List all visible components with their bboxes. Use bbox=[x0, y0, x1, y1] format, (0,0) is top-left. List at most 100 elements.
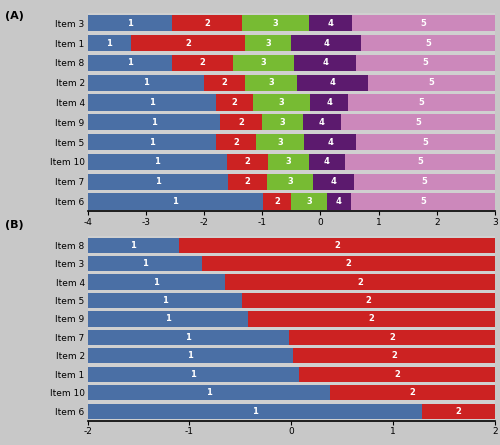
Text: 3: 3 bbox=[260, 58, 266, 67]
Bar bbox=[350, 194, 495, 210]
Bar bbox=[308, 15, 352, 31]
Bar bbox=[354, 174, 495, 190]
Bar bbox=[88, 385, 330, 400]
Text: 1: 1 bbox=[186, 333, 192, 342]
Bar bbox=[291, 35, 361, 51]
Text: 2: 2 bbox=[334, 241, 340, 250]
Text: 1: 1 bbox=[127, 58, 132, 67]
Text: 1: 1 bbox=[252, 407, 258, 416]
Bar bbox=[422, 404, 495, 419]
Text: 2: 2 bbox=[410, 388, 416, 397]
Bar bbox=[268, 154, 308, 170]
Text: 4: 4 bbox=[324, 158, 330, 166]
Bar bbox=[340, 114, 495, 130]
Bar bbox=[88, 134, 216, 150]
Bar bbox=[233, 55, 294, 71]
Text: 1: 1 bbox=[148, 138, 154, 146]
Text: (A): (A) bbox=[5, 11, 24, 21]
Text: 4: 4 bbox=[322, 58, 328, 67]
Text: 4: 4 bbox=[323, 39, 329, 48]
Bar bbox=[244, 75, 297, 91]
Text: 5: 5 bbox=[421, 19, 426, 28]
Bar bbox=[345, 154, 495, 170]
Bar bbox=[88, 404, 421, 419]
Text: 1: 1 bbox=[154, 158, 160, 166]
Bar bbox=[314, 174, 354, 190]
Bar bbox=[88, 15, 172, 31]
Bar bbox=[88, 75, 204, 91]
Bar bbox=[88, 293, 242, 308]
Bar bbox=[88, 330, 289, 345]
Text: 2: 2 bbox=[185, 39, 191, 48]
Bar bbox=[244, 35, 291, 51]
Bar bbox=[308, 154, 345, 170]
Text: 2: 2 bbox=[232, 98, 237, 107]
Bar bbox=[88, 154, 227, 170]
Text: 4: 4 bbox=[319, 118, 325, 127]
Bar bbox=[294, 55, 356, 71]
Bar bbox=[352, 15, 495, 31]
Bar bbox=[294, 348, 495, 364]
Bar bbox=[88, 94, 216, 110]
Text: 2: 2 bbox=[238, 118, 244, 127]
Text: 5: 5 bbox=[425, 39, 431, 48]
Bar bbox=[248, 312, 495, 327]
Text: 1: 1 bbox=[165, 315, 171, 324]
Bar bbox=[88, 55, 172, 71]
Bar bbox=[291, 194, 328, 210]
Text: 4: 4 bbox=[328, 19, 334, 28]
Text: 3: 3 bbox=[268, 78, 274, 87]
Text: 1: 1 bbox=[188, 352, 194, 360]
Text: 3: 3 bbox=[265, 39, 271, 48]
Text: 1: 1 bbox=[155, 177, 161, 186]
Bar bbox=[368, 75, 495, 91]
Text: 5: 5 bbox=[428, 78, 434, 87]
Text: 1: 1 bbox=[106, 39, 112, 48]
Text: 1: 1 bbox=[148, 98, 154, 107]
Bar bbox=[356, 134, 495, 150]
Bar bbox=[262, 114, 303, 130]
Text: 3: 3 bbox=[278, 138, 283, 146]
Text: 2: 2 bbox=[222, 78, 227, 87]
Text: 1: 1 bbox=[190, 370, 196, 379]
Bar bbox=[204, 75, 244, 91]
Text: 2: 2 bbox=[391, 352, 397, 360]
Bar bbox=[242, 15, 308, 31]
Bar bbox=[356, 55, 495, 71]
Text: 1: 1 bbox=[130, 241, 136, 250]
Bar bbox=[88, 275, 225, 290]
Text: 5: 5 bbox=[423, 138, 428, 146]
Text: (B): (B) bbox=[5, 220, 24, 230]
Text: 2: 2 bbox=[233, 138, 239, 146]
Text: 2: 2 bbox=[369, 315, 374, 324]
Bar bbox=[88, 174, 228, 190]
Text: 1: 1 bbox=[206, 388, 212, 397]
Text: 3: 3 bbox=[306, 197, 312, 206]
Text: 2: 2 bbox=[394, 370, 400, 379]
Text: 2: 2 bbox=[244, 158, 250, 166]
Bar bbox=[88, 256, 202, 271]
Text: 3: 3 bbox=[272, 19, 278, 28]
Text: 1: 1 bbox=[127, 19, 132, 28]
Bar bbox=[88, 194, 264, 210]
Text: 1: 1 bbox=[154, 278, 159, 287]
Text: 4: 4 bbox=[328, 138, 333, 146]
Text: 1: 1 bbox=[151, 118, 157, 127]
Bar bbox=[300, 367, 495, 382]
Bar bbox=[202, 256, 495, 271]
Bar bbox=[303, 114, 341, 130]
Bar bbox=[88, 312, 248, 327]
Text: 2: 2 bbox=[357, 278, 363, 287]
Text: 5: 5 bbox=[422, 177, 428, 186]
Bar bbox=[88, 367, 300, 382]
Text: 2: 2 bbox=[456, 407, 462, 416]
Text: 2: 2 bbox=[346, 259, 351, 268]
Bar bbox=[254, 94, 310, 110]
Text: 5: 5 bbox=[420, 197, 426, 206]
Text: 3: 3 bbox=[280, 118, 285, 127]
Bar bbox=[227, 154, 268, 170]
Bar bbox=[289, 330, 495, 345]
Bar bbox=[256, 134, 304, 150]
Bar bbox=[242, 293, 495, 308]
Text: 1: 1 bbox=[143, 78, 148, 87]
